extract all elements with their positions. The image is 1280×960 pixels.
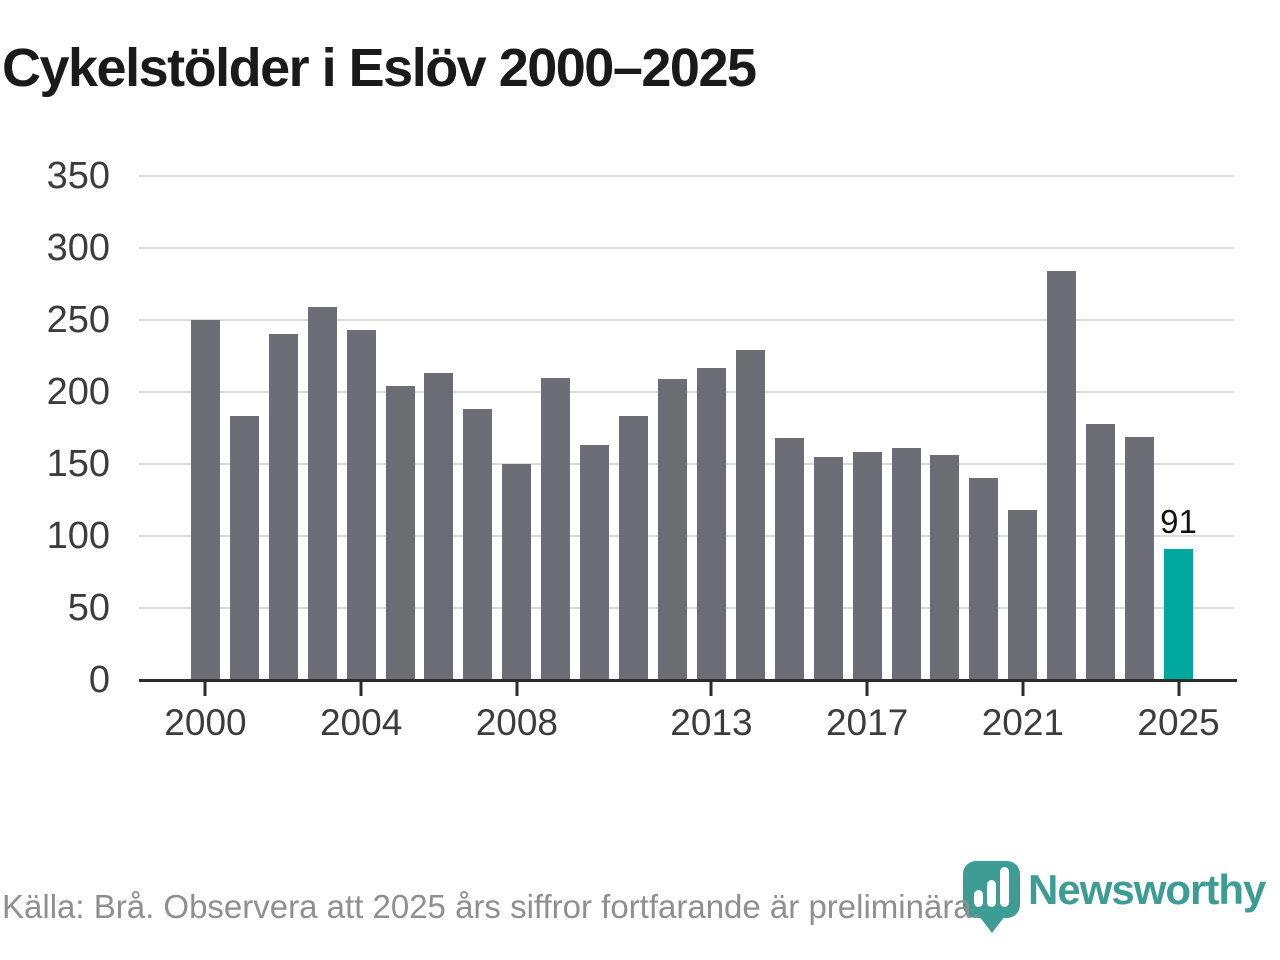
newsworthy-logo: Newsworthy <box>963 861 1266 941</box>
bar-slot-2011 <box>614 176 653 680</box>
y-axis-label-50: 50 <box>67 587 110 629</box>
x-axis-tick-2013 <box>709 682 713 696</box>
y-axis-label-200: 200 <box>46 371 110 413</box>
bar-2005 <box>385 386 415 680</box>
bar-2003 <box>307 307 337 680</box>
x-axis-label-2000: 2000 <box>164 702 247 743</box>
bar-slot-2007 <box>458 176 497 680</box>
bar-2000 <box>190 320 220 680</box>
bar-2015 <box>774 438 804 680</box>
x-axis-tick-2008 <box>515 682 519 696</box>
y-axis-label-300: 300 <box>46 227 110 269</box>
x-axis-tick-2017 <box>865 682 869 696</box>
bar-2020 <box>969 478 999 680</box>
bar-2021 <box>1008 510 1038 680</box>
bar-slot-2015 <box>770 176 809 680</box>
logo-wordmark: Newsworthy <box>1028 866 1266 913</box>
bar-2012 <box>658 379 688 680</box>
bar-2007 <box>463 409 493 680</box>
page-title: Cykelstölder i Eslöv 2000–2025 <box>2 38 757 98</box>
y-axis-label-100: 100 <box>46 515 110 557</box>
bar-2002 <box>268 334 298 680</box>
bar-series <box>186 176 1198 680</box>
bar-slot-2008 <box>497 176 536 680</box>
source-note: Källa: Brå. Observera att 2025 års siffr… <box>2 888 981 925</box>
logo-bar-tall <box>1000 867 1009 907</box>
bar-slot-2002 <box>264 176 303 680</box>
x-axis-label-2004: 2004 <box>319 702 403 743</box>
bar-slot-2006 <box>420 176 459 680</box>
bar-2013 <box>696 367 726 680</box>
bar-slot-2025 <box>1159 176 1198 680</box>
bar-slot-2022 <box>1042 176 1081 680</box>
bar-2006 <box>424 373 454 680</box>
logo-bar-medium <box>987 880 996 907</box>
x-axis-tick-2000 <box>203 682 207 696</box>
y-axis-label-250: 250 <box>46 299 110 341</box>
x-axis-line <box>139 679 1237 682</box>
bar-2024 <box>1125 436 1155 680</box>
bar-slot-2000 <box>186 176 225 680</box>
bar-slot-2003 <box>303 176 342 680</box>
y-axis-label-0: 0 <box>88 659 110 701</box>
bar-slot-2023 <box>1081 176 1120 680</box>
logo-bar-short <box>974 890 983 907</box>
bar-slot-2001 <box>225 176 264 680</box>
x-axis-ticks: 2000 2004 2008 2013 2017 2021 2025 <box>164 682 1220 752</box>
map-pin-bar-chart-icon <box>963 861 1020 918</box>
y-axis-label-150: 150 <box>46 443 110 485</box>
bar-2009 <box>541 377 571 680</box>
x-axis-tick-2021 <box>1021 682 1025 696</box>
gridline-350 <box>139 175 1233 177</box>
bar-slot-2017 <box>848 176 887 680</box>
bar-2019 <box>930 455 960 680</box>
bar-2014 <box>735 350 765 680</box>
x-axis-label-2013: 2013 <box>670 702 753 743</box>
bar-2016 <box>813 456 843 680</box>
bar-slot-2014 <box>731 176 770 680</box>
x-axis-label-2025: 2025 <box>1137 702 1220 743</box>
y-axis-labels: 0 50 100 150 200 250 300 350 <box>0 157 110 699</box>
x-axis-label-2021: 2021 <box>981 702 1064 743</box>
bar-slot-2013 <box>692 176 731 680</box>
bar-2018 <box>891 448 921 680</box>
x-axis-tick-2025 <box>1177 682 1181 696</box>
bar-2010 <box>580 445 610 680</box>
gridline-250 <box>139 319 1233 321</box>
bar-2023 <box>1086 423 1116 680</box>
bar-slot-2005 <box>381 176 420 680</box>
bar-2011 <box>619 416 649 680</box>
bar-value-label-2025: 91 <box>1160 502 1197 540</box>
bar-slot-2010 <box>575 176 614 680</box>
bar-2017 <box>852 452 882 680</box>
bar-slot-2012 <box>653 176 692 680</box>
bar-slot-2004 <box>342 176 381 680</box>
bar-slot-2024 <box>1120 176 1159 680</box>
bar-slot-2009 <box>536 176 575 680</box>
bar-2025 <box>1164 548 1193 680</box>
bar-slot-2018 <box>887 176 926 680</box>
bar-2001 <box>229 416 259 680</box>
x-axis-label-2008: 2008 <box>475 702 558 743</box>
bar-slot-2019 <box>926 176 965 680</box>
bar-slot-2021 <box>1003 176 1042 680</box>
x-axis-tick-2004 <box>359 682 363 696</box>
bar-slot-2020 <box>964 176 1003 680</box>
x-axis-label-2017: 2017 <box>825 702 909 743</box>
bar-slot-2016 <box>809 176 848 680</box>
gridline-300 <box>139 247 1233 249</box>
bar-2004 <box>346 330 376 680</box>
bar-2022 <box>1047 271 1077 680</box>
y-axis-label-350: 350 <box>46 155 110 197</box>
bar-2008 <box>502 464 532 680</box>
